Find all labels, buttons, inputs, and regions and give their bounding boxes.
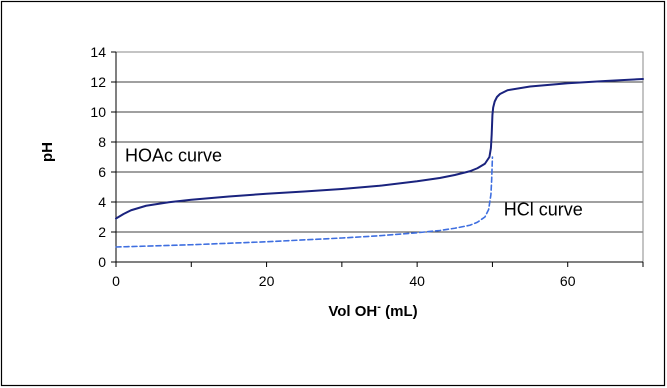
y-tick-label: 14 <box>90 44 106 60</box>
series-layer <box>115 78 644 248</box>
y-tick-label: 2 <box>98 224 106 240</box>
y-tick-label: 0 <box>98 254 106 270</box>
y-tick-label: 4 <box>98 194 106 210</box>
y-axis-ticks: 0 2 4 6 8 10 12 14 <box>90 44 117 270</box>
series-line-hoac <box>115 78 644 220</box>
x-tick-label: 40 <box>409 273 425 289</box>
annotation-hcl-curve: HCl curve <box>504 200 583 220</box>
x-axis-title-unit: (mL) <box>381 303 418 320</box>
x-tick-label: 20 <box>259 273 275 289</box>
annotations: HOAc curve HCl curve <box>125 146 583 220</box>
annotation-hoac-curve: HOAc curve <box>125 146 222 166</box>
y-axis-title: pH <box>39 142 56 162</box>
y-tick-label: 6 <box>98 164 106 180</box>
y-tick-label: 12 <box>90 74 106 90</box>
y-tick-label: 10 <box>90 104 106 120</box>
x-axis-ticks: 0 20 40 60 <box>112 261 644 289</box>
y-tick-label: 8 <box>98 134 106 150</box>
x-tick-label: 0 <box>112 273 120 289</box>
x-axis-title-main: Vol OH <box>328 303 377 320</box>
x-axis-title: Vol OH- (mL) <box>328 301 417 320</box>
x-tick-label: 60 <box>560 273 576 289</box>
series-line-hcl <box>115 156 494 248</box>
x-axis-title-superscript: - <box>377 301 381 313</box>
